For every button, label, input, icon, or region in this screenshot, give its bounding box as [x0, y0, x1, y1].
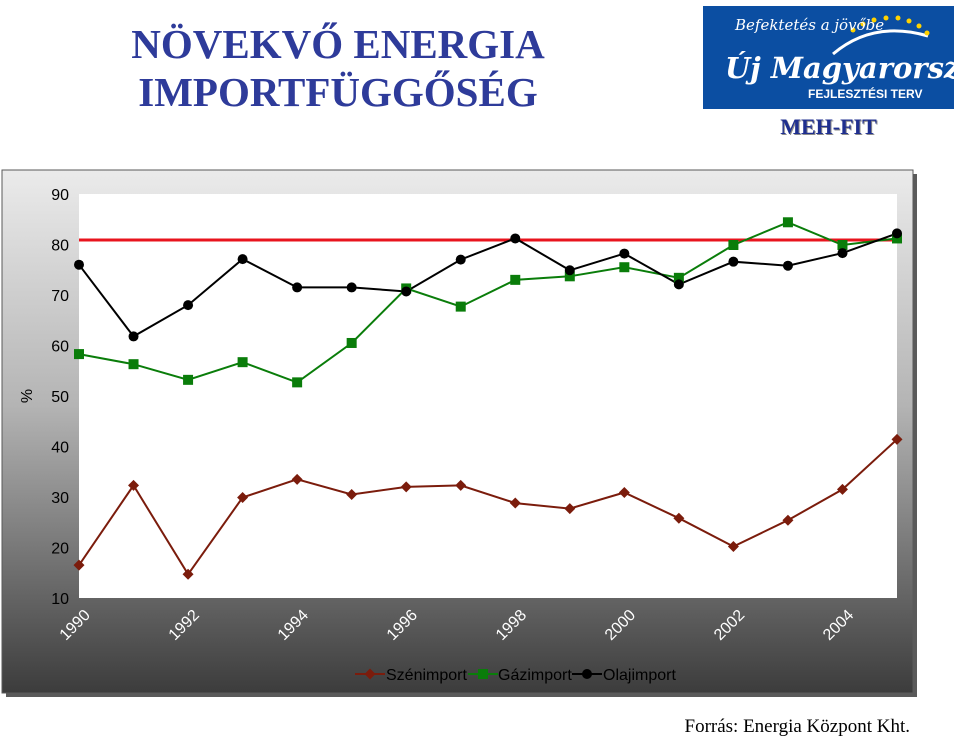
data-point-circle-1997: [455, 254, 466, 265]
data-point-circle-1993: [237, 254, 248, 265]
data-point-diamond-2001: [673, 512, 685, 524]
data-point-square-2005: [892, 233, 902, 244]
data-point-diamond-2003: [782, 514, 794, 526]
series-line-circle: [78, 232, 898, 338]
data-point-diamond-1991: [128, 479, 140, 491]
y-tick-label-1: 20: [51, 541, 69, 558]
y-tick-label-2: 30: [51, 490, 69, 507]
y-tick-label-4: 50: [51, 389, 69, 406]
data-point-square-1991: [128, 359, 139, 370]
plot-area: [79, 194, 897, 598]
data-point-circle-1998: [510, 233, 521, 244]
y-tick-label-8: 90: [51, 187, 69, 204]
data-point-circle-1991: [128, 331, 139, 342]
data-point-circle-2005: [892, 228, 902, 239]
title-line-1: NÖVEKVŐ ENERGIA: [131, 21, 545, 67]
data-point-diamond-2004: [836, 483, 848, 495]
data-point-diamond-1992: [182, 568, 194, 580]
page-title: NÖVEKVŐ ENERGIA IMPORTFÜGGŐSÉG: [78, 20, 598, 116]
data-point-square-1992: [183, 374, 194, 385]
logo-name: Új Magyarország: [725, 50, 954, 85]
logo-subtitle: FEJLESZTÉSI TERV: [808, 86, 922, 101]
y-tick-label-5: 60: [51, 339, 69, 356]
y-axis-label: %: [19, 389, 36, 403]
data-point-circle-1996: [401, 286, 412, 297]
logo-tagline: Befektetés a jövőbe: [734, 16, 884, 34]
uj-magyarorszag-logo: Befektetés a jövőbe Új Magyarország FEJL…: [703, 6, 954, 109]
data-point-diamond-1996: [400, 481, 412, 493]
data-point-square-2002: [728, 240, 739, 251]
data-point-diamond-1998: [509, 497, 521, 509]
data-point-square-2001: [673, 272, 684, 283]
data-point-square-2003: [782, 217, 793, 228]
data-point-diamond-2002: [727, 540, 739, 552]
legend-label-diamond: Szénimport: [386, 667, 467, 684]
title-line-2: IMPORTFÜGGŐSÉG: [138, 69, 538, 115]
series-line-diamond: [78, 438, 898, 577]
data-point-diamond-1999: [564, 503, 576, 515]
legend-label-circle: Olajimport: [603, 667, 676, 684]
y-tick-label-6: 70: [51, 288, 69, 305]
data-point-circle-1994: [292, 282, 303, 293]
data-point-diamond-2005: [891, 433, 903, 445]
data-point-circle-2000: [619, 248, 630, 259]
source-note: Forrás: Energia Központ Kht.: [684, 716, 911, 737]
data-point-square-1990: [74, 349, 84, 360]
data-point-circle-1999: [564, 265, 575, 276]
data-point-square-1994: [292, 377, 303, 388]
data-point-square-1997: [455, 301, 466, 312]
data-point-circle-2002: [728, 256, 739, 267]
legend-marker-square: [478, 669, 488, 679]
legend-label-square: Gázimport: [498, 667, 572, 684]
data-point-circle-2004: [837, 248, 848, 259]
data-point-diamond-2000: [618, 486, 630, 498]
data-point-square-1995: [346, 337, 357, 348]
legend: Szénimport Gázimport Olajimport: [355, 667, 676, 684]
series-line-square: [78, 221, 898, 384]
data-point-square-1998: [510, 274, 521, 285]
data-point-circle-2001: [673, 279, 684, 290]
data-point-circle-1995: [346, 282, 357, 293]
data-point-diamond-1995: [346, 488, 358, 500]
data-point-diamond-1990: [73, 559, 85, 571]
data-point-diamond-1993: [237, 492, 249, 504]
data-point-circle-1990: [74, 259, 84, 270]
y-tick-label-3: 40: [51, 440, 69, 457]
data-point-square-1993: [237, 357, 248, 368]
org-label: MEH-FIT: [780, 114, 877, 139]
data-point-circle-1992: [183, 300, 194, 311]
data-point-diamond-1994: [291, 473, 303, 485]
data-point-square-2000: [619, 262, 630, 273]
y-tick-label-7: 80: [51, 238, 69, 255]
data-point-square-2004: [837, 240, 848, 251]
data-point-diamond-1997: [455, 479, 467, 491]
data-point-square-1999: [564, 271, 575, 282]
legend-marker-diamond: [364, 668, 376, 680]
y-tick-label-0: 10: [51, 591, 69, 608]
legend-marker-circle: [582, 669, 592, 679]
data-point-circle-2003: [782, 260, 793, 271]
